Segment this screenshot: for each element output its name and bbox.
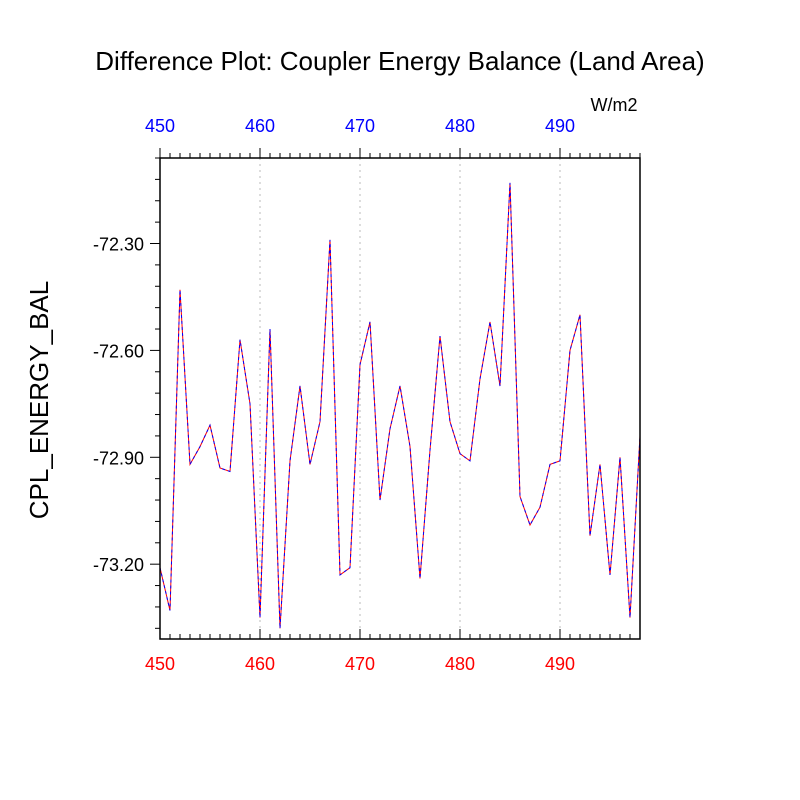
y-tick-label: -73.20 [93,555,144,575]
series-line-red [159,182,641,629]
plot-frame [159,157,641,640]
chart-title: Difference Plot: Coupler Energy Balance … [95,46,705,76]
y-axis-label: CPL_ENERGY_BAL [24,281,54,519]
y-tick-label: -72.90 [93,448,144,468]
axis-ticks [150,148,641,639]
units-label: W/m2 [591,95,638,115]
x-tick-label-bottom: 480 [445,654,475,674]
x-tick-label-bottom: 470 [345,654,375,674]
x-tick-label-bottom: 490 [545,654,575,674]
grid-lines [259,158,561,639]
axis-labels: 450 460 470 480 490 450 460 470 480 490 -72.30 -72.… [93,116,575,674]
x-tick-label-top: 450 [145,116,175,136]
x-tick-label-top: 470 [345,116,375,136]
x-tick-label-top: 490 [545,116,575,136]
y-tick-label: -72.30 [93,235,144,255]
x-tick-label-top: 480 [445,116,475,136]
x-tick-label-top: 460 [245,116,275,136]
x-tick-label-bottom: 460 [245,654,275,674]
y-tick-label: -72.60 [93,341,144,361]
series-line-blue [159,182,641,629]
x-tick-label-bottom: 450 [145,654,175,674]
series-group [159,182,641,629]
